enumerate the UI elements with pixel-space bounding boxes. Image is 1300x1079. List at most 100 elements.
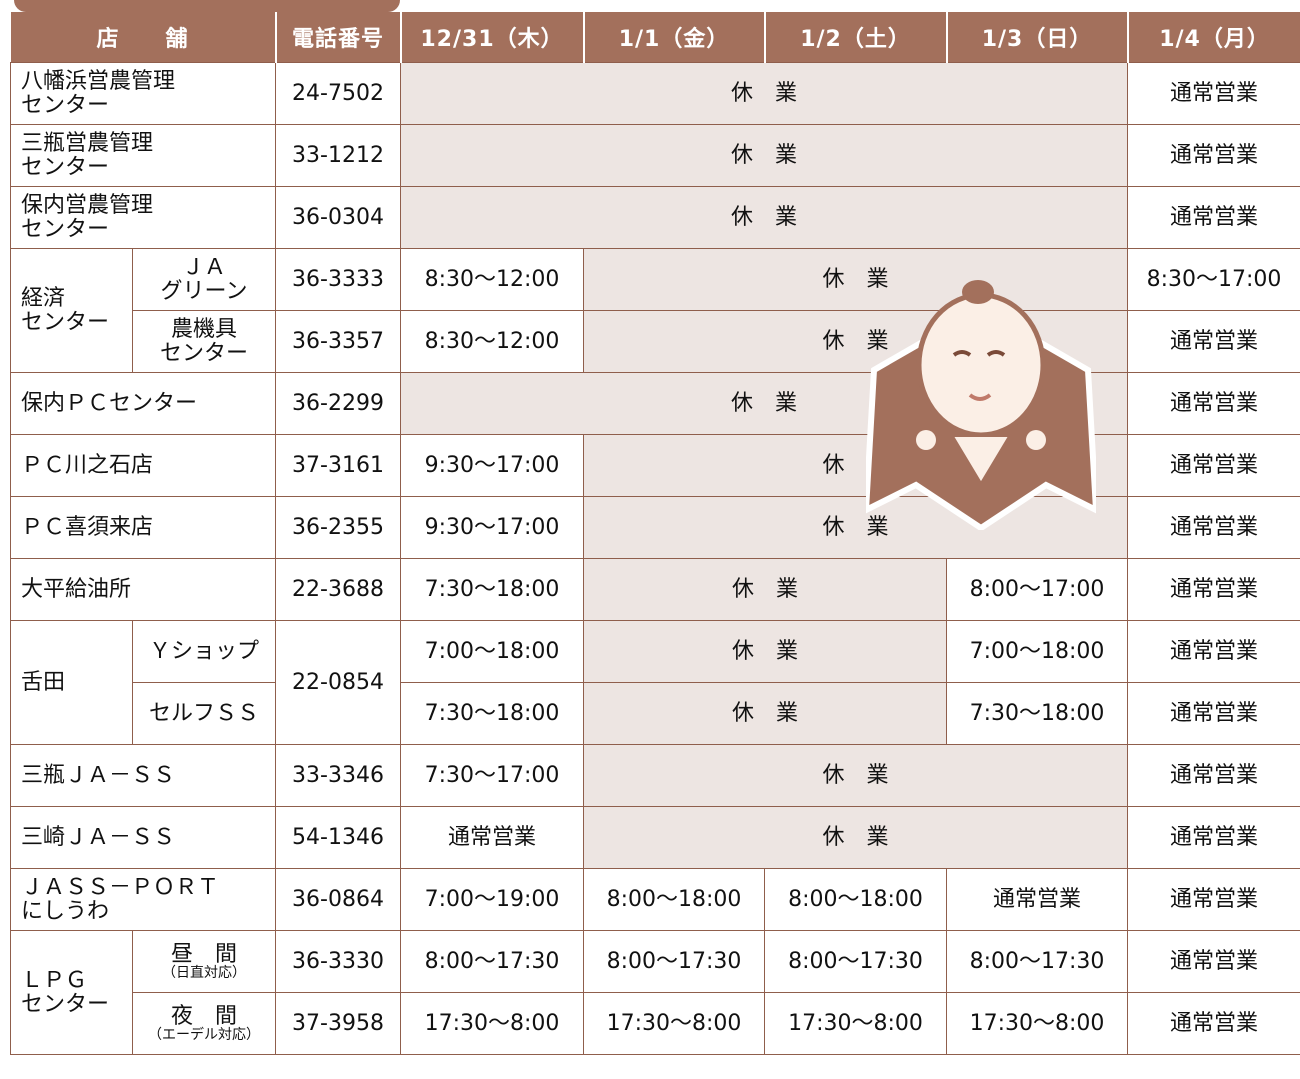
hours-cell: 8:00～17:00 (946, 558, 1129, 621)
store-cell: ＰＣ川之石店 (9, 434, 277, 497)
hours-cell: 通常営業 (1127, 930, 1300, 993)
table-row: 保内営農管理 センター 36-0304 休 業通常営業 (9, 186, 1300, 249)
group-cell: 舌田 (10, 620, 133, 745)
phone-cell: 22-0854 (275, 620, 402, 745)
header-cell: 12/31（木） (399, 12, 584, 63)
header-cell: 1/2（土） (763, 12, 947, 63)
hours-cell: 通常営業 (1127, 992, 1300, 1055)
hours-cell: 8:30～17:00 (1127, 248, 1300, 311)
store-cell: 八幡浜営農管理 センター (9, 62, 277, 125)
store-cell: 大平給油所 (9, 558, 277, 621)
phone-cell: 37-3958 (275, 992, 402, 1055)
cell-line: センター (21, 154, 110, 180)
table-row: ＪＡＳＳ－ＰＯＲＴ にしうわ 36-0864 7:00～19:00 8:00～18:00… (9, 868, 1300, 931)
hours-cell: 17:30～8:00 (764, 992, 948, 1055)
table-row: 三崎ＪＡ－ＳＳ 54-1346 通常営業休 業通常営業 (9, 806, 1300, 869)
cell-line: ＪＡＳＳ－ＰＯＲＴ (21, 875, 220, 901)
cell-line: 三瓶ＪＡ－ＳＳ (21, 762, 176, 788)
mascot (866, 280, 1096, 530)
table-row: 舌田 Ｙショップ 22-0854 7:00～18:00 休 業 7:00～18:00 通常営… (10, 620, 1300, 745)
hours-cell: 8:00～18:00 (764, 868, 948, 931)
cell-line: にしうわ (21, 898, 110, 924)
cell-line: 保内営農管理 (21, 193, 154, 219)
hours-cell: 7:00～18:00 (400, 620, 585, 683)
hours-cell: 通常営業 (1127, 434, 1300, 497)
cell-line: センター (160, 340, 249, 366)
table-row: ＰＣ喜須来店 36-2355 9:30～17:00 休 業通常営業 (9, 496, 1300, 559)
hours-cell: 休 業 (583, 558, 948, 621)
table-row: 大平給油所 22-3688 7:30～18:00 休 業 8:00～17:00 通常営業 (9, 558, 1300, 621)
cell-line: 昼 間 (171, 941, 238, 967)
header-cell: 電話番号 (274, 12, 401, 63)
cell-line: 三崎ＪＡ－ＳＳ (21, 824, 176, 850)
cell-line: 三瓶営農管理 (21, 131, 154, 157)
hours-cell: 休 業 (583, 620, 948, 683)
hours-cell: 9:30～17:00 (400, 496, 585, 559)
cell-line: ＰＣ喜須来店 (21, 514, 154, 540)
hours-cell: 休 業 (400, 186, 1129, 249)
hours-cell: 通常営業 (1127, 310, 1300, 373)
phone-cell: 36-0864 (275, 868, 402, 931)
cell-line: グリーン (160, 278, 248, 304)
phone-cell: 33-1212 (275, 124, 402, 187)
table-row: 保内ＰＣセンター 36-2299 休 業通常営業 (9, 372, 1300, 435)
cell-line: （日直対応） (162, 964, 246, 981)
cell-line: センター (21, 92, 110, 118)
header-cell: 1/1（金） (582, 12, 765, 63)
cell-line: ＰＣ川之石店 (21, 452, 154, 478)
hours-cell: 休 業 (400, 124, 1129, 187)
cell-line: ＪＡ (182, 255, 227, 281)
phone-cell: 36-2355 (275, 496, 402, 559)
table-row: 農機具 センター 36-3357 8:30～12:00 休 業通常営業 (11, 310, 1300, 373)
cell-line: センター (21, 991, 110, 1017)
cell-line: 夜 間 (171, 1003, 238, 1029)
hours-cell: 通常営業 (1127, 124, 1300, 187)
hours-cell: 休 業 (583, 806, 1129, 869)
group-cell: ＬＰＧ センター (10, 930, 133, 1055)
cell-line: セルフＳＳ (149, 700, 260, 726)
sub-cell: セルフＳＳ (131, 682, 277, 745)
store-cell: 保内ＰＣセンター (9, 372, 277, 435)
table-row: 経済 センター ＪＡ グリーン 36-3333 8:30～12:00 休 業 8:30～17:… (10, 248, 1300, 373)
table-row: 三瓶ＪＡ－ＳＳ 33-3346 7:30～17:00 休 業通常営業 (9, 744, 1300, 807)
hours-cell: 通常営業 (1127, 868, 1300, 931)
hours-cell: 通常営業 (1127, 62, 1300, 125)
hours-cell: 通常営業 (400, 806, 585, 869)
hours-cell: 8:30～12:00 (400, 310, 585, 373)
hours-cell: 8:00～17:30 (946, 930, 1129, 993)
cell-line: センター (21, 216, 110, 242)
table-row: 三瓶営農管理 センター 33-1212 休 業通常営業 (9, 124, 1300, 187)
hours-cell: 7:00～18:00 (946, 620, 1129, 683)
hours-cell: 通常営業 (1127, 186, 1300, 249)
cell-line: （エーデル対応） (148, 1026, 260, 1043)
hours-cell: 休 業 (583, 496, 1129, 559)
title-tab (14, 0, 400, 12)
hours-cell: 通常営業 (1127, 806, 1300, 869)
store-cell: 保内営農管理 センター (9, 186, 277, 249)
table-row: 夜 間（エーデル対応） 37-3958 17:30～8:00 17:30～8:00 17… (11, 992, 1300, 1055)
hours-cell: 7:00～19:00 (400, 868, 585, 931)
group-cell: 経済 センター (10, 248, 133, 373)
store-cell: 三崎ＪＡ－ＳＳ (9, 806, 277, 869)
phone-cell: 36-3333 (275, 248, 402, 311)
hours-cell: 8:00～17:30 (583, 930, 766, 993)
hours-cell: 17:30～8:00 (946, 992, 1129, 1055)
phone-cell: 24-7502 (275, 62, 402, 125)
phone-cell: 33-3346 (275, 744, 402, 807)
sub-cell: 昼 間（日直対応） (131, 930, 277, 993)
hours-cell: 8:00～17:30 (400, 930, 585, 993)
sub-cell: Ｙショップ (131, 620, 277, 683)
hours-cell: 休 業 (583, 744, 1129, 807)
phone-cell: 54-1346 (275, 806, 402, 869)
table-row: セルフＳＳ 7:30～18:00 休 業 7:30～18:00 通常営業 (11, 682, 1300, 745)
cell-line: 大平給油所 (21, 576, 132, 602)
hours-cell: 8:30～12:00 (400, 248, 585, 311)
hours-cell: 7:30～18:00 (946, 682, 1129, 745)
cell-line: 舌田 (21, 669, 66, 695)
header-cell: 店 舗 (10, 12, 276, 63)
phone-cell: 37-3161 (275, 434, 402, 497)
store-cell: 三瓶営農管理 センター (9, 124, 277, 187)
cell-line: センター (21, 309, 110, 335)
header-cell: 1/3（日） (945, 12, 1128, 63)
